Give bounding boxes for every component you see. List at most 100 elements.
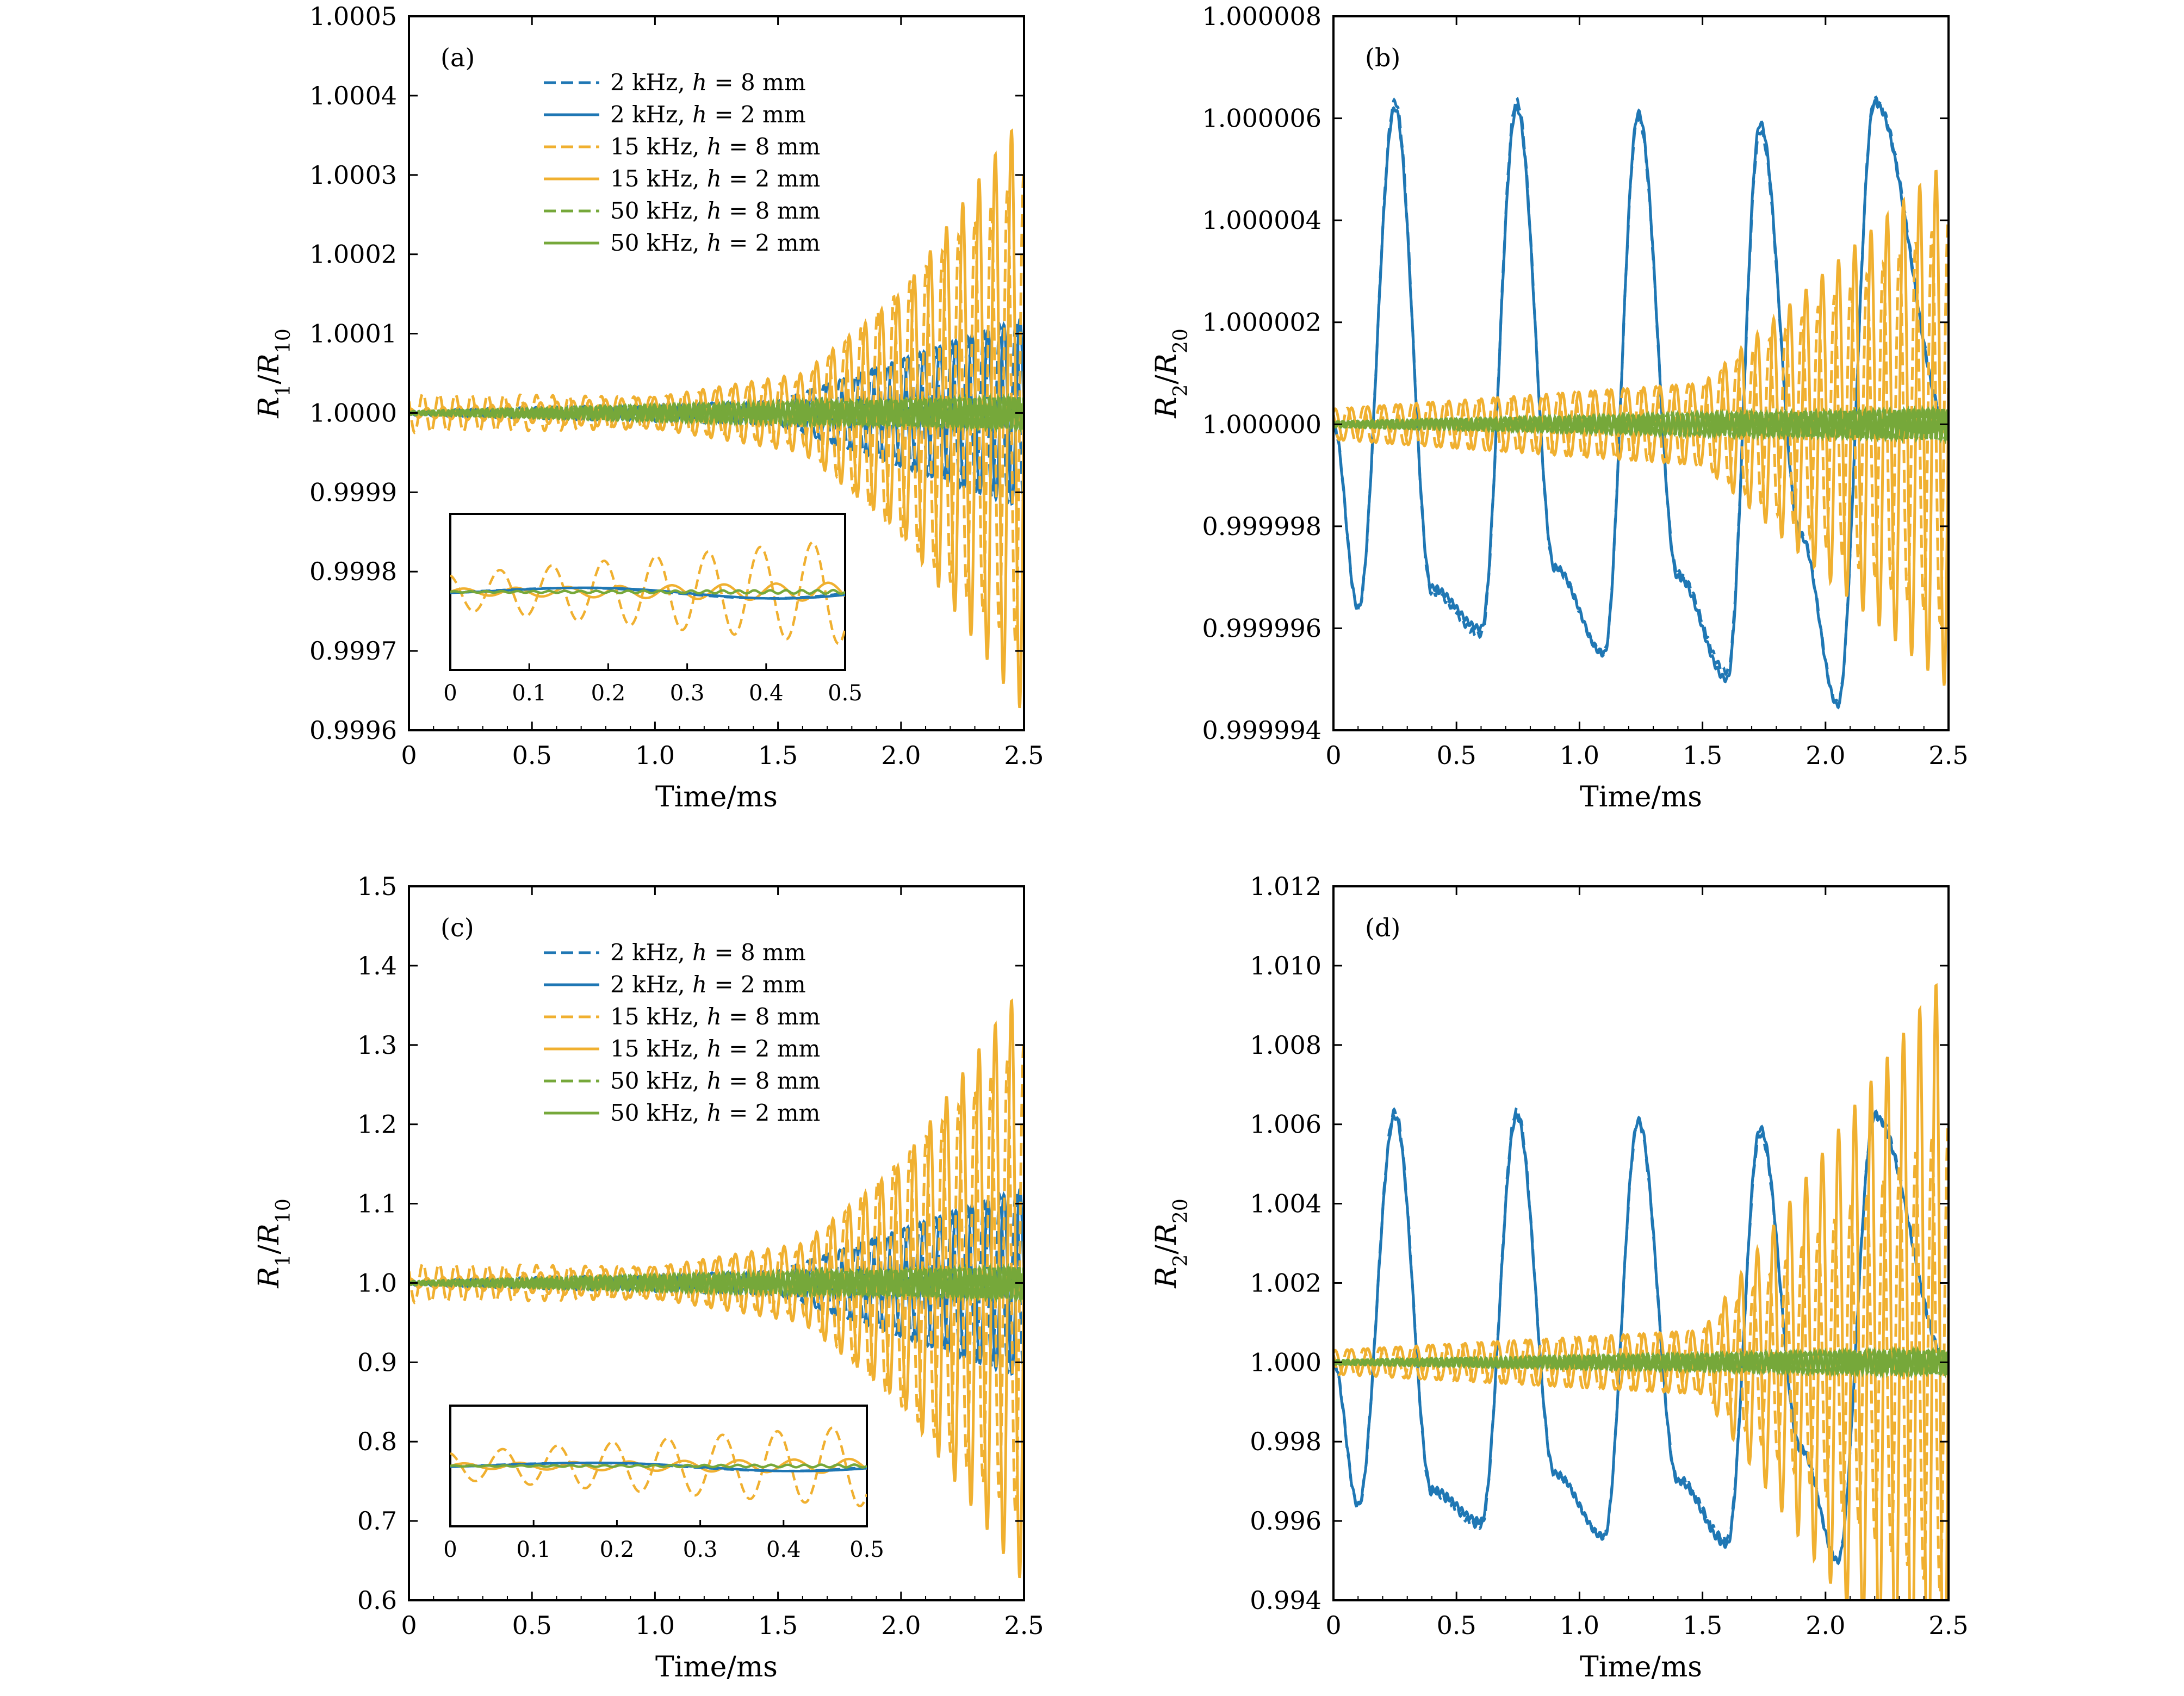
- legend-label: 50 kHz, h = 8 mm: [610, 197, 820, 224]
- y-axis-label: R1/R10: [253, 1198, 295, 1289]
- inset-x-tick-label: 0.3: [683, 1537, 718, 1562]
- x-tick-label: 0.5: [512, 1611, 552, 1640]
- panel-label: (d): [1365, 913, 1400, 942]
- x-tick-label: 0: [401, 741, 417, 770]
- inset-line: [450, 1426, 867, 1507]
- panel-d: 0 0.5 1.0 1.5 2.0 2.5 0.994 0.996 0.998 1.000 1.00…: [1150, 872, 1969, 1683]
- x-tick-label: 2.0: [881, 741, 921, 770]
- legend: 2 kHz, h = 8 mm 2 kHz, h = 2 mm 15 kHz, h …: [544, 939, 820, 1126]
- x-tick-label: 1.5: [758, 1611, 798, 1640]
- y-tick-label: 1.000006: [1202, 104, 1322, 133]
- inset-x-tick-label: 0.4: [766, 1537, 801, 1562]
- inset-line: [450, 541, 845, 645]
- y-tick-label: 0.9996: [309, 716, 397, 745]
- inset: 0 0.1 0.2 0.3 0.4 0.5: [443, 1405, 884, 1562]
- inset-line: [450, 1463, 867, 1469]
- series-line-2: [409, 1045, 1024, 1513]
- legend-label: 15 kHz, h = 8 mm: [610, 1003, 820, 1030]
- legend-label: 50 kHz, h = 2 mm: [610, 1099, 820, 1126]
- y-axis-label: R2/R20: [1150, 1198, 1192, 1289]
- y-tick-label: 1.0005: [309, 2, 397, 31]
- panel-c: 0 0.5 1.0 1.5 2.0 2.5 0.6 0.7 0.8 0.9 1.0 1.1 1.2 1.3…: [253, 872, 1044, 1683]
- legend: 2 kHz, h = 8 mm 2 kHz, h = 2 mm 15 kHz, h …: [544, 69, 820, 256]
- inset-x-tick-label: 0.4: [749, 681, 784, 706]
- legend-label: 15 kHz, h = 2 mm: [610, 1035, 820, 1062]
- legend-label: 2 kHz, h = 2 mm: [610, 101, 806, 128]
- y-tick-label: 1.0: [357, 1268, 397, 1297]
- inset-line: [450, 1462, 867, 1473]
- x-tick-label: 2.0: [1805, 1611, 1845, 1640]
- y-tick-label: 0.996: [1250, 1506, 1321, 1536]
- x-tick-label: 1.5: [758, 741, 798, 770]
- series-group: [1333, 95, 1949, 710]
- y-tick-label: 0.999998: [1202, 512, 1322, 541]
- y-tick-label: 1.012: [1250, 872, 1321, 901]
- axes-frame: [1332, 885, 1950, 1601]
- legend-label: 50 kHz, h = 8 mm: [610, 1067, 820, 1094]
- panel-b: 0 0.5 1.0 1.5 2.0 2.5 0.999994 0.999996 0.999998…: [1150, 2, 1969, 813]
- x-axis-label: Time/ms: [655, 781, 778, 813]
- x-tick-label: 0.5: [1437, 741, 1476, 770]
- x-tick-label: 1.0: [635, 741, 675, 770]
- inset-x-tick-label: 0.1: [512, 681, 547, 706]
- y-tick-label: 1.002: [1250, 1268, 1321, 1297]
- axes-frame: [408, 885, 1025, 1601]
- panel-a: 0 0.5 1.0 1.5 2.0 2.5 0.9996 0.9997 0.9998 0.9999…: [253, 2, 1044, 813]
- y-tick-label: 1.008: [1250, 1030, 1321, 1060]
- x-tick-label: 1.0: [1560, 1611, 1599, 1640]
- legend-label: 2 kHz, h = 8 mm: [610, 939, 806, 966]
- y-tick-label: 0.9998: [309, 557, 397, 586]
- y-tick-label: 1.000008: [1202, 2, 1322, 31]
- y-tick-label: 0.999994: [1202, 716, 1322, 745]
- x-tick-label: 0.5: [1437, 1611, 1476, 1640]
- x-tick-label: 2.5: [1004, 1611, 1044, 1640]
- x-tick-label: 1.0: [635, 1611, 675, 1640]
- legend-label: 15 kHz, h = 8 mm: [610, 133, 820, 160]
- series-group: [409, 998, 1024, 1579]
- inset-x-tick-label: 0: [443, 1537, 457, 1562]
- y-tick-label: 1.000004: [1202, 206, 1322, 235]
- y-tick-label: 0.6: [357, 1586, 397, 1615]
- y-tick-label: 0.8: [357, 1427, 397, 1456]
- inset-x-tick-label: 0.2: [600, 1537, 635, 1562]
- x-tick-label: 2.5: [1928, 741, 1968, 770]
- inset-line: [450, 588, 845, 595]
- y-tick-label: 1.010: [1250, 951, 1321, 980]
- y-axis-label: R1/R10: [253, 328, 295, 419]
- inset-line: [450, 1457, 867, 1474]
- y-tick-label: 1.0002: [309, 240, 397, 269]
- axes-frame: [408, 15, 1025, 731]
- y-tick-label: 0.998: [1250, 1427, 1321, 1456]
- y-tick-label: 1.0004: [309, 81, 397, 110]
- x-tick-label: 2.5: [1928, 1611, 1968, 1640]
- x-tick-label: 1.5: [1683, 741, 1722, 770]
- x-tick-label: 1.0: [1560, 741, 1599, 770]
- y-tick-label: 1.0000: [309, 398, 397, 427]
- inset-x-tick-label: 0: [443, 681, 457, 706]
- inset-line: [450, 581, 845, 602]
- panel-label: (a): [440, 43, 475, 72]
- y-tick-label: 0.994: [1250, 1586, 1321, 1615]
- x-axis-label: Time/ms: [655, 1651, 778, 1683]
- y-tick-label: 1.006: [1250, 1110, 1321, 1139]
- series-line-0: [409, 1189, 1024, 1379]
- series-line-5: [409, 1263, 1024, 1303]
- y-tick-label: 1.0001: [309, 319, 397, 349]
- y-tick-label: 1.000002: [1202, 308, 1322, 337]
- x-tick-label: 1.5: [1683, 1611, 1722, 1640]
- legend-label: 15 kHz, h = 2 mm: [610, 165, 820, 192]
- y-tick-label: 0.7: [357, 1506, 397, 1536]
- y-tick-label: 0.9997: [309, 636, 397, 666]
- y-tick-label: 1.000000: [1202, 409, 1322, 439]
- series-line-1: [1333, 1111, 1949, 1565]
- y-tick-label: 1.000: [1250, 1347, 1321, 1377]
- y-tick-label: 1.004: [1250, 1189, 1321, 1219]
- y-tick-label: 1.0003: [309, 160, 397, 190]
- y-tick-label: 0.9999: [309, 477, 397, 507]
- x-axis-label: Time/ms: [1580, 781, 1702, 813]
- x-tick-label: 0: [1325, 741, 1341, 770]
- x-tick-label: 0.5: [512, 741, 552, 770]
- y-tick-label: 1.4: [357, 951, 397, 980]
- x-tick-label: 0: [1325, 1611, 1341, 1640]
